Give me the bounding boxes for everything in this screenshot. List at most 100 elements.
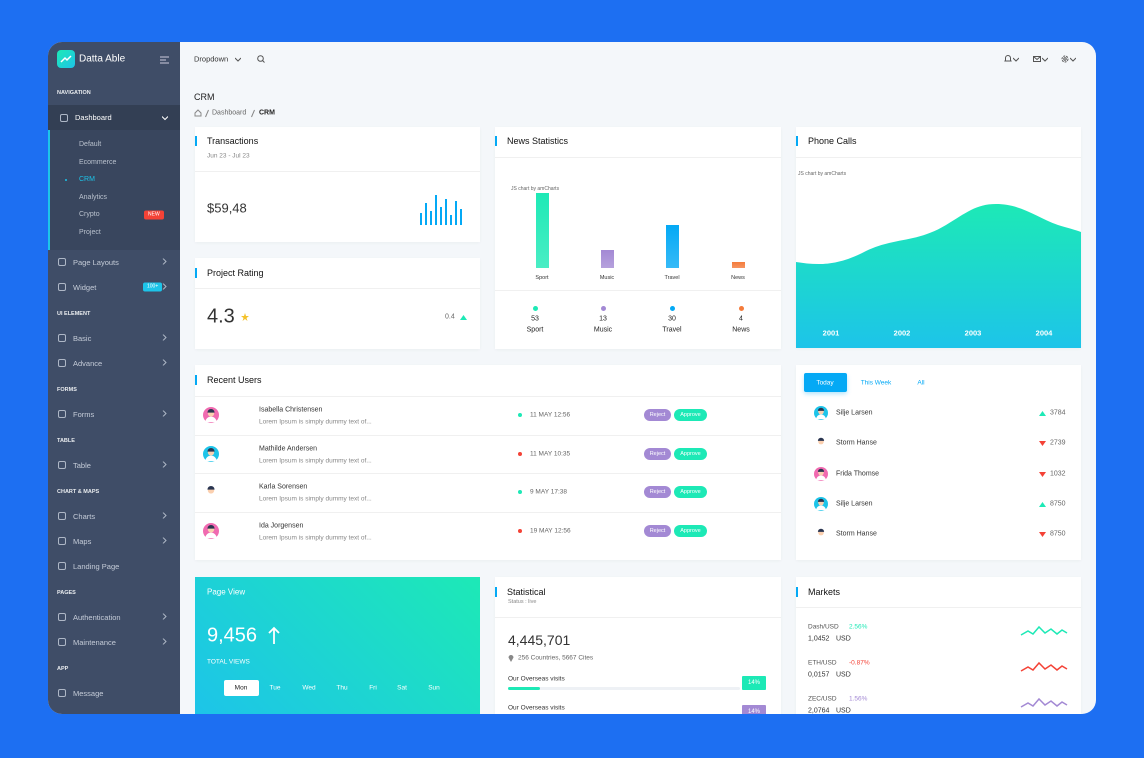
pair: ETH/USD [808, 659, 837, 667]
shape [1020, 697, 1068, 708]
card [195, 258, 480, 349]
day[interactable]: Sun [428, 684, 440, 692]
legend-label: Music [593, 326, 613, 334]
legend-label: News [732, 326, 750, 334]
user-value: 8750 [1050, 500, 1066, 508]
divider [195, 171, 480, 172]
day[interactable]: Thu [336, 684, 348, 692]
shape [816, 505, 826, 511]
icon [58, 359, 66, 368]
submenu-item[interactable]: Ecommerce [50, 154, 180, 172]
tab[interactable]: This Week [860, 379, 892, 387]
tab-active[interactable] [804, 373, 847, 392]
bar [600, 249, 614, 268]
legend-dot [669, 305, 675, 311]
trend-up [1039, 501, 1046, 507]
year-label: 2001 [822, 328, 840, 338]
brand-name: Datta Able [79, 53, 126, 65]
icon [420, 195, 462, 225]
approve-button[interactable] [674, 525, 707, 537]
shape [58, 283, 66, 292]
nav-item[interactable]: Landing Page [48, 554, 180, 579]
title-accent [796, 136, 798, 146]
shape [58, 537, 66, 546]
approve-button[interactable] [674, 486, 707, 498]
breadcrumb-item[interactable]: Dashboard [212, 109, 247, 117]
icon [1039, 440, 1046, 446]
shape [205, 532, 217, 539]
avatar [203, 484, 219, 500]
nav-item[interactable]: Dashboard [48, 105, 180, 130]
submenu-item[interactable]: Analytics [50, 189, 180, 207]
nav-item[interactable]: Basic [48, 326, 180, 351]
brand: Datta Able [48, 42, 180, 76]
change: 1.56% [849, 695, 868, 703]
reject-button[interactable] [644, 486, 671, 498]
shape [162, 359, 167, 366]
submenu: Default Ecommerce CRM Analytics Crypto NEW Pro… [50, 130, 180, 242]
nav-item[interactable]: Page Layouts [48, 250, 180, 275]
icon [235, 57, 241, 62]
day[interactable]: Tue [269, 684, 281, 692]
dropdown[interactable]: Dropdown [194, 54, 229, 64]
shape [1039, 531, 1046, 537]
submenu-item[interactable]: Project [50, 224, 180, 242]
nav-item[interactable]: Message [48, 681, 180, 706]
status-dot [518, 490, 522, 494]
shape [1039, 440, 1046, 446]
tab[interactable]: Today [816, 379, 834, 387]
submenu-item[interactable]: Default [50, 136, 180, 154]
approve-button[interactable] [674, 409, 707, 421]
user-name: Silje Larsen [836, 500, 873, 508]
shape [205, 109, 209, 118]
reject-button[interactable] [644, 448, 671, 460]
tab[interactable]: All [917, 379, 925, 387]
approve-button[interactable] [674, 448, 707, 460]
shape [460, 209, 462, 225]
day[interactable]: Fri [369, 684, 377, 692]
legend-dot [532, 305, 538, 311]
icon [814, 497, 828, 511]
nav-item[interactable]: Charts [48, 504, 180, 529]
nav-item[interactable]: Maps [48, 529, 180, 554]
submenu-item[interactable]: Crypto NEW [50, 206, 180, 224]
user-text: Lorem Ipsum is simply dummy text of... [259, 495, 372, 503]
menu-toggle[interactable] [160, 56, 170, 64]
nav-item[interactable]: Advance [48, 351, 180, 376]
icon [1039, 410, 1046, 416]
avatar [203, 523, 219, 539]
icon [58, 512, 66, 521]
shape [161, 115, 169, 120]
shape [460, 315, 467, 320]
icon [162, 258, 167, 265]
reject-button[interactable] [644, 525, 671, 537]
icon [1070, 57, 1076, 62]
nav-item[interactable]: Authentication [48, 605, 180, 630]
nav-caption: TABLE [57, 437, 75, 444]
settings-icon [1061, 55, 1069, 63]
price: 0,0157 [808, 671, 830, 679]
reject-button[interactable] [644, 409, 671, 421]
day[interactable]: Sat [397, 684, 407, 692]
avatar [814, 497, 828, 511]
shape [58, 638, 66, 647]
legend-value: 53 [531, 315, 539, 323]
day[interactable]: Mon [234, 684, 248, 692]
submenu-item[interactable]: CRM [50, 171, 180, 189]
day-active[interactable] [224, 680, 259, 696]
nav-item[interactable]: Maintenance [48, 630, 180, 655]
dropdown-caret [235, 57, 241, 62]
nav-item[interactable]: Table [48, 453, 180, 478]
nav-item[interactable]: Widget 100+ [48, 275, 180, 300]
shape [58, 334, 66, 343]
nav-item[interactable]: Forms [48, 402, 180, 427]
chart-credit: JS chart by amCharts [511, 186, 560, 192]
day[interactable]: Wed [302, 684, 316, 692]
shape [445, 199, 447, 225]
progress-badge [742, 705, 766, 714]
legend-label: Sport [526, 326, 544, 334]
shape [194, 109, 202, 117]
icon [162, 283, 167, 290]
legend-label: Travel [662, 326, 682, 334]
